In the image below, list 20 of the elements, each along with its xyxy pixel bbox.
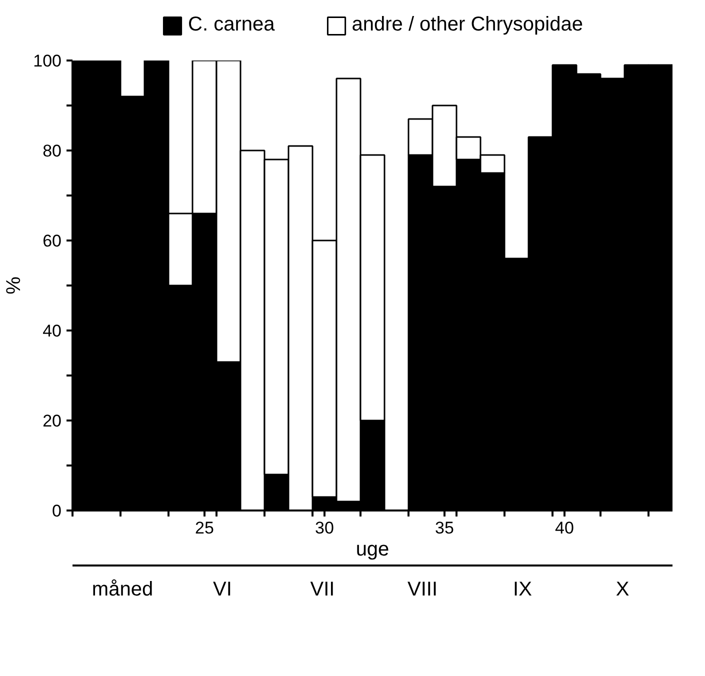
text: IX (513, 578, 532, 600)
x-axis-title: uge (356, 538, 390, 560)
y-tick-label: 40 (42, 322, 62, 340)
y-tick-label: 60 (42, 232, 62, 250)
text: måned (92, 578, 154, 600)
legend-label: andre / other Chrysopidae (352, 14, 583, 36)
y-axis-title: % (3, 276, 26, 294)
text: VI (213, 578, 232, 600)
y-tick-label: 100 (33, 52, 62, 70)
legend-label: C. carnea (188, 14, 275, 36)
x-tick-label: 40 (555, 518, 574, 538)
text: VII (310, 578, 335, 600)
y-tick-label: 0 (52, 502, 62, 520)
y-tick-label: 80 (42, 142, 62, 160)
x-tick-label: 35 (435, 518, 454, 538)
x-tick-label: 30 (315, 518, 334, 538)
x-tick-label: 25 (195, 518, 214, 538)
y-tick-label: 20 (42, 412, 62, 430)
text: VIII (407, 578, 438, 600)
text: X (616, 578, 630, 600)
